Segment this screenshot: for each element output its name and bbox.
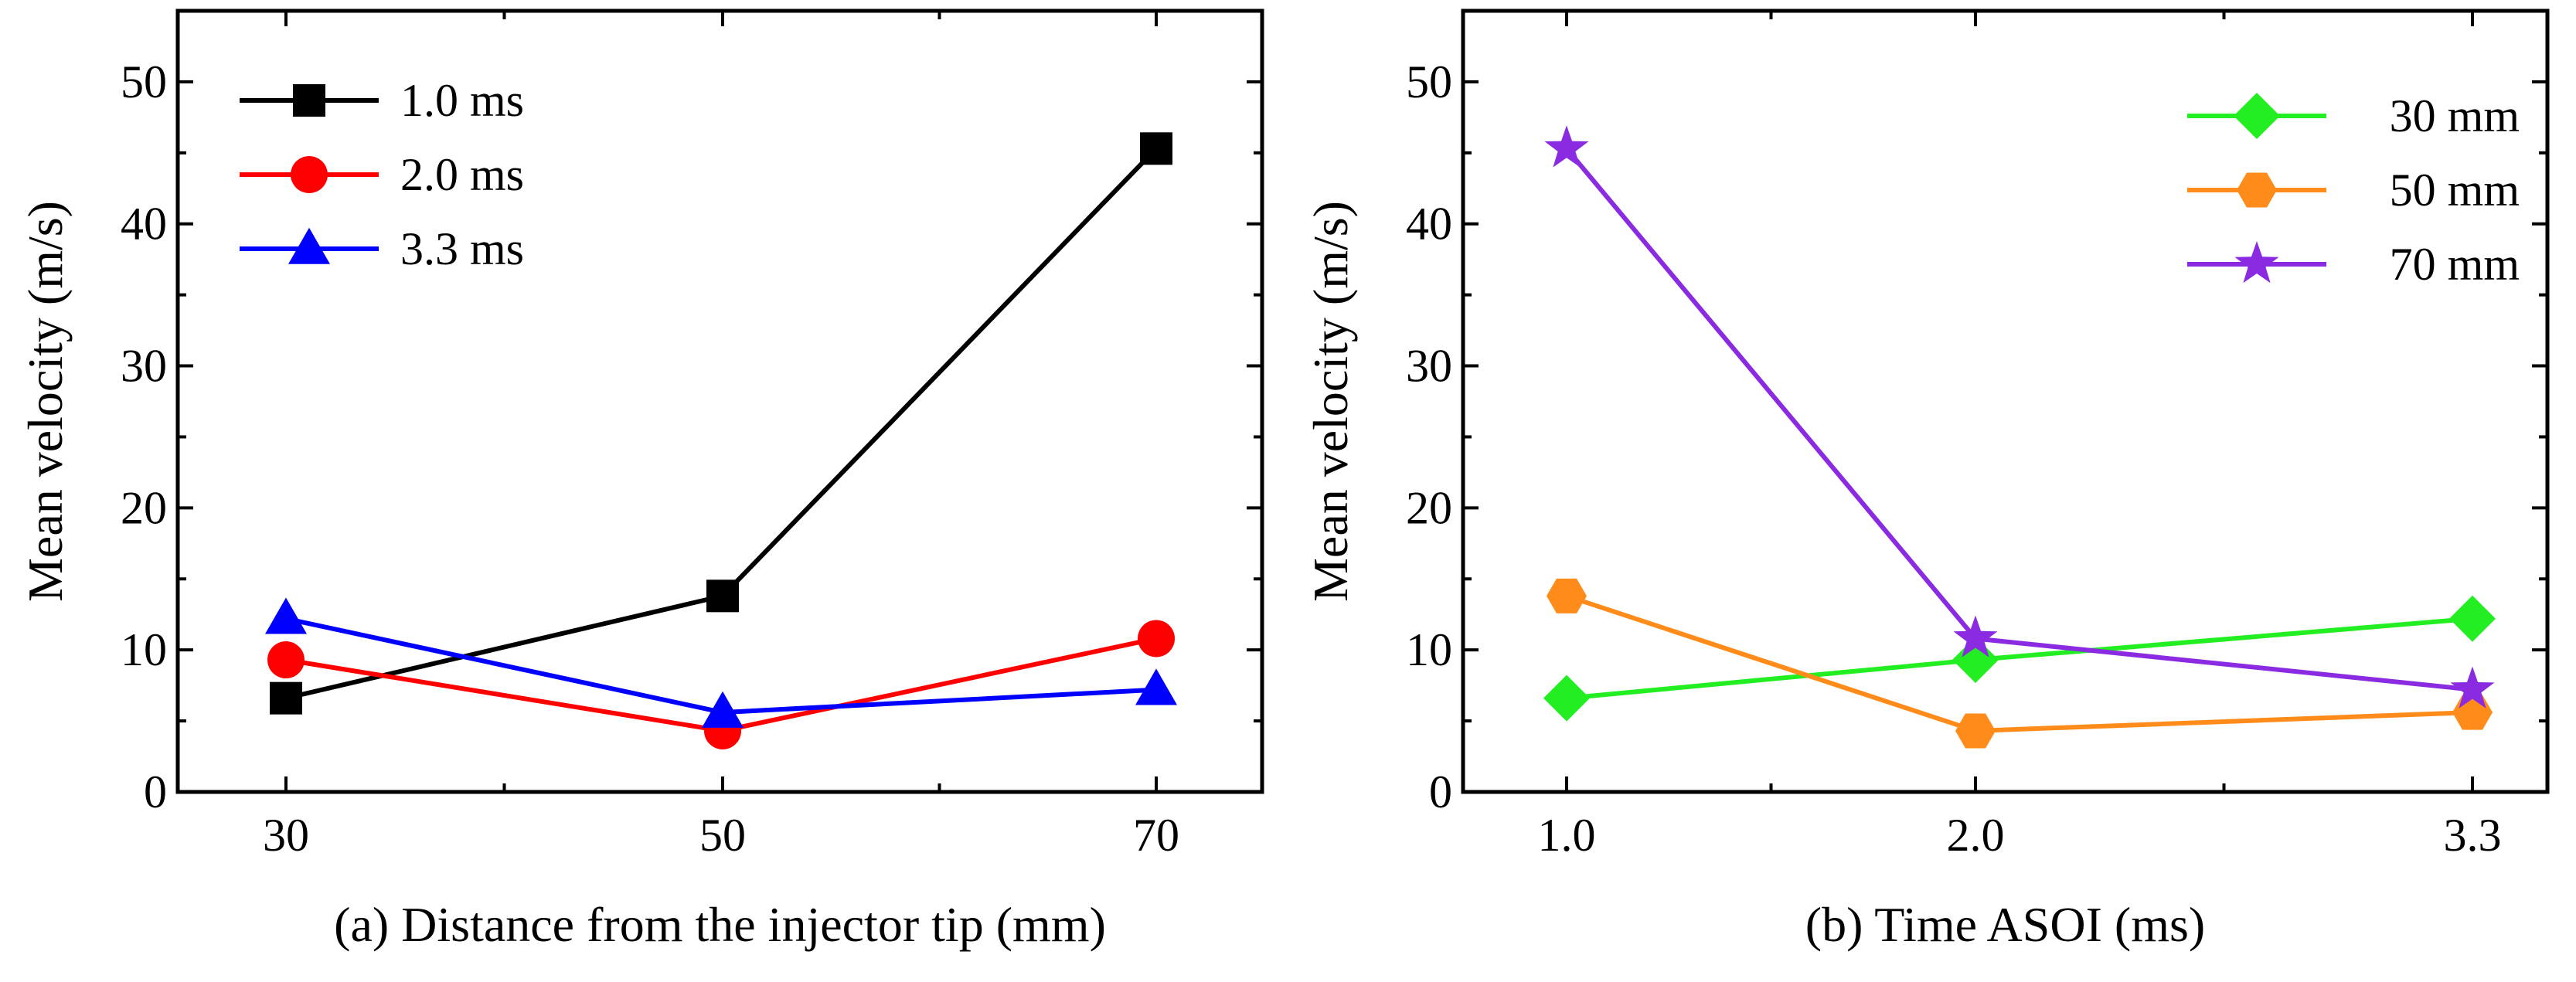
legend-marker xyxy=(291,156,328,193)
x-axis-title: (b) Time ASOI (ms) xyxy=(1805,897,2205,952)
x-tick-label: 1.0 xyxy=(1538,810,1596,861)
data-point xyxy=(1955,713,1996,749)
series-line-70-mm xyxy=(1564,147,2473,692)
y-tick-label: 0 xyxy=(144,766,167,817)
plot-frame xyxy=(1461,8,2550,794)
data-point xyxy=(1544,125,1589,168)
y-tick-label: 30 xyxy=(1406,341,1452,392)
legend-marker xyxy=(2237,172,2277,208)
y-tick-label: 10 xyxy=(121,624,167,675)
y-axis-title: Mean velocity (m/s) xyxy=(1303,201,1358,602)
legend-label: 50 mm xyxy=(2390,165,2520,216)
data-point xyxy=(2449,595,2496,642)
data-point xyxy=(706,579,739,613)
legend-label: 1.0 ms xyxy=(400,75,524,126)
y-tick-label: 20 xyxy=(1406,482,1452,533)
data-point xyxy=(2450,666,2495,708)
series-line-30-mm xyxy=(1566,616,2473,701)
legend-marker xyxy=(2234,241,2279,284)
legend-marker xyxy=(293,84,325,117)
chart-panel-b: 0 10 20 30 40 50 1.0 2.0 3.3 Mean velocity (m/s) (… xyxy=(1303,8,2550,952)
data-point xyxy=(1547,578,1587,613)
data-point xyxy=(1543,674,1590,722)
y-tick-label: 40 xyxy=(121,199,167,250)
data-point xyxy=(1140,132,1172,165)
data-point xyxy=(267,641,305,679)
data-point xyxy=(1138,620,1175,657)
y-axis-title: Mean velocity (m/s) xyxy=(18,201,73,602)
data-point xyxy=(265,597,307,634)
legend-label: 3.3 ms xyxy=(400,223,524,274)
legend-marker xyxy=(288,227,330,264)
legend: 1.0 ms 2.0 ms 3.3 ms xyxy=(240,75,524,274)
y-tick-label: 40 xyxy=(1406,199,1452,250)
legend-label: 30 mm xyxy=(2390,90,2520,141)
legend-marker xyxy=(2234,93,2280,139)
x-tick-label: 2.0 xyxy=(1947,810,2005,861)
y-tick-label: 0 xyxy=(1429,766,1452,817)
legend-label: 70 mm xyxy=(2390,239,2520,290)
x-tick-label: 50 xyxy=(699,810,746,861)
data-point xyxy=(1135,668,1177,705)
y-tick-label: 30 xyxy=(121,341,167,392)
series-line-50-mm xyxy=(1566,593,2473,733)
y-tick-label: 20 xyxy=(121,482,167,533)
chart-panel-a: 0 10 20 30 40 50 30 50 70 Mean velocity (m/s) (a) … xyxy=(18,8,1264,952)
data-point xyxy=(2452,695,2493,730)
y-tick-label: 50 xyxy=(121,56,167,107)
y-tick-label: 50 xyxy=(1406,56,1452,107)
x-tick-label: 3.3 xyxy=(2444,810,2502,861)
data-point xyxy=(702,691,744,728)
data-point xyxy=(1953,615,1998,657)
x-tick-label: 30 xyxy=(263,810,309,861)
data-point xyxy=(270,681,302,715)
x-axis-title: (a) Distance from the injector tip (mm) xyxy=(334,897,1106,952)
legend-label: 2.0 ms xyxy=(400,149,524,200)
plot-frame xyxy=(175,8,1264,794)
y-tick-label: 10 xyxy=(1406,624,1452,675)
data-point xyxy=(1952,637,1999,684)
legend: 30 mm 50 mm 70 mm xyxy=(2187,90,2520,290)
x-tick-label: 70 xyxy=(1133,810,1179,861)
